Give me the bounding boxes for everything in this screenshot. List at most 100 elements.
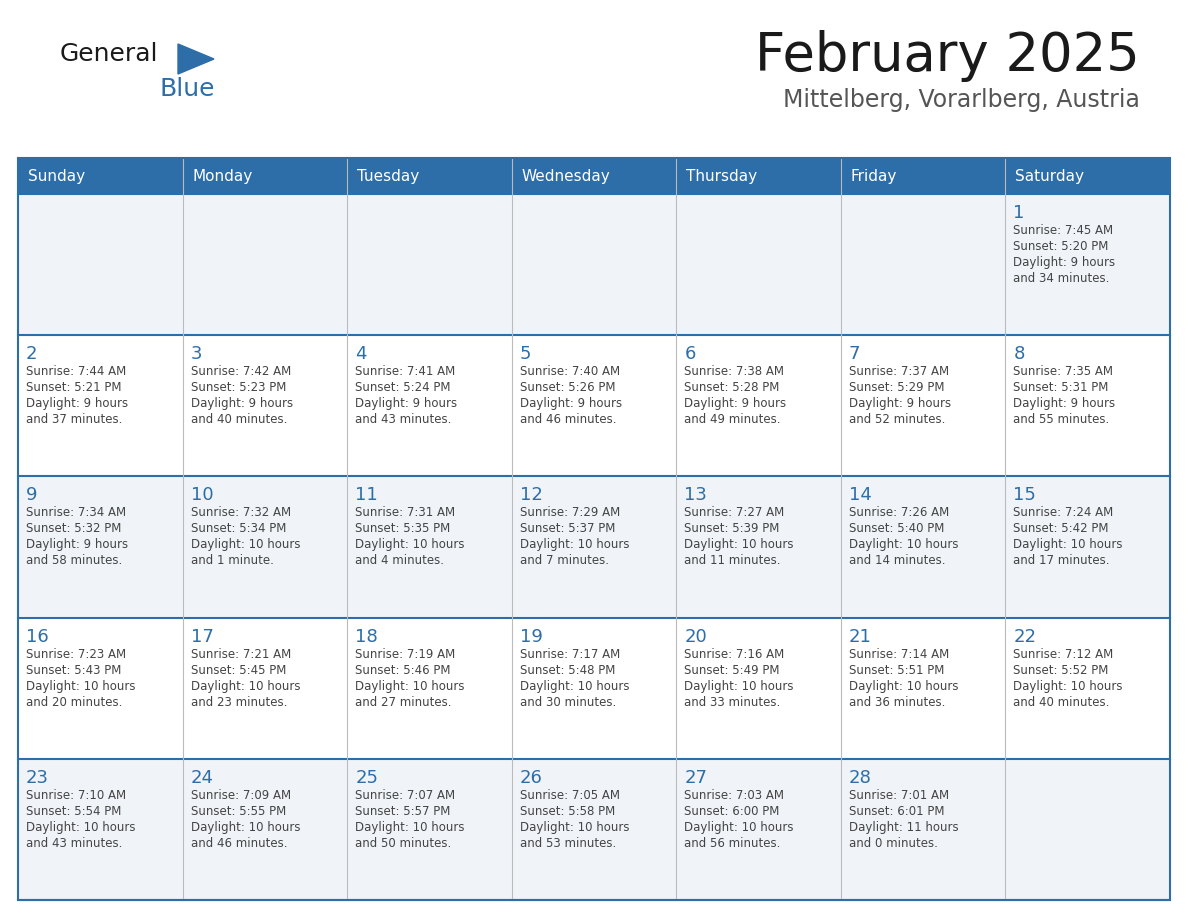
Bar (18, 759, 1170, 900)
Text: Daylight: 10 hours: Daylight: 10 hours (355, 679, 465, 692)
Text: and 36 minutes.: and 36 minutes. (849, 696, 946, 709)
Text: Sunset: 5:20 PM: Sunset: 5:20 PM (1013, 240, 1108, 253)
Text: Sunset: 5:58 PM: Sunset: 5:58 PM (519, 805, 615, 818)
Text: Sunset: 5:34 PM: Sunset: 5:34 PM (190, 522, 286, 535)
Text: and 43 minutes.: and 43 minutes. (355, 413, 451, 426)
Text: Sunrise: 7:23 AM: Sunrise: 7:23 AM (26, 647, 126, 661)
Text: Sunrise: 7:16 AM: Sunrise: 7:16 AM (684, 647, 784, 661)
Text: Sunrise: 7:31 AM: Sunrise: 7:31 AM (355, 507, 455, 520)
Text: Sunrise: 7:34 AM: Sunrise: 7:34 AM (26, 507, 126, 520)
Text: and 7 minutes.: and 7 minutes. (519, 554, 608, 567)
Text: Daylight: 10 hours: Daylight: 10 hours (1013, 679, 1123, 692)
Text: 26: 26 (519, 768, 543, 787)
Text: Daylight: 11 hours: Daylight: 11 hours (849, 821, 959, 834)
Text: Sunset: 5:31 PM: Sunset: 5:31 PM (1013, 381, 1108, 394)
Text: Daylight: 10 hours: Daylight: 10 hours (519, 538, 630, 552)
Text: Wednesday: Wednesday (522, 169, 611, 184)
Text: 9: 9 (26, 487, 38, 504)
Text: Sunset: 5:29 PM: Sunset: 5:29 PM (849, 381, 944, 394)
Text: Sunrise: 7:38 AM: Sunrise: 7:38 AM (684, 365, 784, 378)
Text: Sunset: 5:45 PM: Sunset: 5:45 PM (190, 664, 286, 677)
Text: 4: 4 (355, 345, 367, 364)
Text: Daylight: 10 hours: Daylight: 10 hours (519, 679, 630, 692)
Bar (18, 194, 1170, 335)
Bar (18, 158, 1170, 194)
Text: Daylight: 10 hours: Daylight: 10 hours (190, 679, 301, 692)
Text: and 55 minutes.: and 55 minutes. (1013, 413, 1110, 426)
Text: 3: 3 (190, 345, 202, 364)
Text: Thursday: Thursday (687, 169, 758, 184)
Text: 7: 7 (849, 345, 860, 364)
Text: 17: 17 (190, 628, 214, 645)
Text: Daylight: 9 hours: Daylight: 9 hours (1013, 256, 1116, 269)
Text: Daylight: 10 hours: Daylight: 10 hours (26, 679, 135, 692)
Text: and 56 minutes.: and 56 minutes. (684, 837, 781, 850)
Text: Sunrise: 7:10 AM: Sunrise: 7:10 AM (26, 789, 126, 801)
Text: 20: 20 (684, 628, 707, 645)
Text: Sunset: 5:37 PM: Sunset: 5:37 PM (519, 522, 615, 535)
Text: and 0 minutes.: and 0 minutes. (849, 837, 937, 850)
Text: Daylight: 10 hours: Daylight: 10 hours (849, 538, 959, 552)
Text: Saturday: Saturday (1016, 169, 1085, 184)
Text: and 1 minute.: and 1 minute. (190, 554, 273, 567)
Text: Daylight: 10 hours: Daylight: 10 hours (26, 821, 135, 834)
Text: Sunrise: 7:07 AM: Sunrise: 7:07 AM (355, 789, 455, 801)
Text: and 53 minutes.: and 53 minutes. (519, 837, 615, 850)
Text: Sunrise: 7:45 AM: Sunrise: 7:45 AM (1013, 224, 1113, 237)
Text: Blue: Blue (160, 77, 215, 101)
Polygon shape (178, 44, 214, 74)
Text: Sunrise: 7:44 AM: Sunrise: 7:44 AM (26, 365, 126, 378)
Text: and 58 minutes.: and 58 minutes. (26, 554, 122, 567)
Text: and 34 minutes.: and 34 minutes. (1013, 272, 1110, 285)
Text: and 20 minutes.: and 20 minutes. (26, 696, 122, 709)
Text: Sunset: 5:23 PM: Sunset: 5:23 PM (190, 381, 286, 394)
Text: Daylight: 9 hours: Daylight: 9 hours (519, 397, 621, 410)
Text: Daylight: 10 hours: Daylight: 10 hours (684, 679, 794, 692)
Text: Sunset: 5:49 PM: Sunset: 5:49 PM (684, 664, 779, 677)
Text: and 43 minutes.: and 43 minutes. (26, 837, 122, 850)
Text: 5: 5 (519, 345, 531, 364)
Text: Sunrise: 7:35 AM: Sunrise: 7:35 AM (1013, 365, 1113, 378)
Text: Sunrise: 7:32 AM: Sunrise: 7:32 AM (190, 507, 291, 520)
Text: Sunset: 5:21 PM: Sunset: 5:21 PM (26, 381, 121, 394)
Text: Tuesday: Tuesday (358, 169, 419, 184)
Text: Sunset: 5:28 PM: Sunset: 5:28 PM (684, 381, 779, 394)
Text: 11: 11 (355, 487, 378, 504)
Text: Sunrise: 7:37 AM: Sunrise: 7:37 AM (849, 365, 949, 378)
Bar (18, 618, 1170, 759)
Text: Daylight: 9 hours: Daylight: 9 hours (355, 397, 457, 410)
Text: Sunset: 5:46 PM: Sunset: 5:46 PM (355, 664, 450, 677)
Text: and 30 minutes.: and 30 minutes. (519, 696, 615, 709)
Text: Daylight: 10 hours: Daylight: 10 hours (190, 821, 301, 834)
Text: Daylight: 9 hours: Daylight: 9 hours (1013, 397, 1116, 410)
Text: Daylight: 10 hours: Daylight: 10 hours (519, 821, 630, 834)
Text: 21: 21 (849, 628, 872, 645)
Text: 12: 12 (519, 487, 543, 504)
Text: February 2025: February 2025 (756, 30, 1140, 82)
Text: and 40 minutes.: and 40 minutes. (1013, 696, 1110, 709)
Text: Sunday: Sunday (29, 169, 86, 184)
Text: Sunrise: 7:29 AM: Sunrise: 7:29 AM (519, 507, 620, 520)
Text: Sunrise: 7:40 AM: Sunrise: 7:40 AM (519, 365, 620, 378)
Text: 10: 10 (190, 487, 213, 504)
Text: Daylight: 9 hours: Daylight: 9 hours (26, 538, 128, 552)
Text: Sunrise: 7:21 AM: Sunrise: 7:21 AM (190, 647, 291, 661)
Text: 14: 14 (849, 487, 872, 504)
Text: 1: 1 (1013, 204, 1025, 222)
Text: Sunset: 5:26 PM: Sunset: 5:26 PM (519, 381, 615, 394)
Text: 28: 28 (849, 768, 872, 787)
Text: Sunset: 5:35 PM: Sunset: 5:35 PM (355, 522, 450, 535)
Text: 13: 13 (684, 487, 707, 504)
Text: and 40 minutes.: and 40 minutes. (190, 413, 287, 426)
Text: and 46 minutes.: and 46 minutes. (519, 413, 617, 426)
Text: Sunrise: 7:26 AM: Sunrise: 7:26 AM (849, 507, 949, 520)
Text: Sunset: 6:00 PM: Sunset: 6:00 PM (684, 805, 779, 818)
Text: and 37 minutes.: and 37 minutes. (26, 413, 122, 426)
Text: 24: 24 (190, 768, 214, 787)
Text: Sunrise: 7:19 AM: Sunrise: 7:19 AM (355, 647, 455, 661)
Text: Sunset: 6:01 PM: Sunset: 6:01 PM (849, 805, 944, 818)
Text: and 52 minutes.: and 52 minutes. (849, 413, 946, 426)
Text: Sunset: 5:57 PM: Sunset: 5:57 PM (355, 805, 450, 818)
Text: Sunset: 5:48 PM: Sunset: 5:48 PM (519, 664, 615, 677)
Text: Sunset: 5:42 PM: Sunset: 5:42 PM (1013, 522, 1108, 535)
